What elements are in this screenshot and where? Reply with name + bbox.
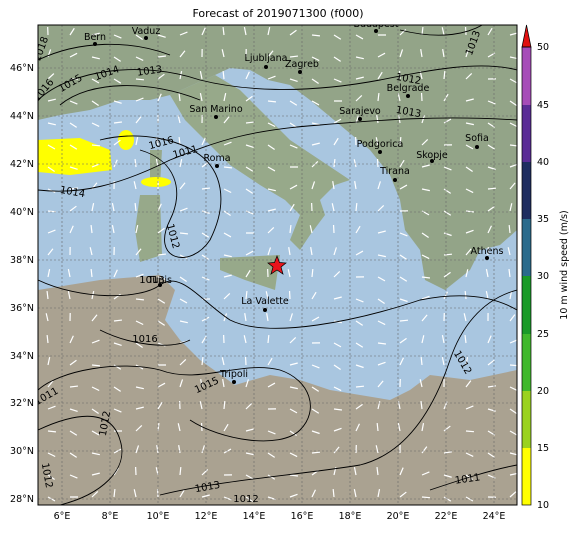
wind-barb: [509, 225, 510, 233]
city-label: Vaduz: [132, 26, 161, 37]
city-label: Bern: [84, 32, 106, 43]
city-dot: [263, 308, 267, 312]
colorbar-tick-label: 50: [537, 42, 549, 53]
lon-tick-label: 12°E: [195, 511, 218, 522]
city-dot: [358, 117, 362, 121]
lon-tick-label: 6°E: [54, 511, 71, 522]
lat-tick-label: 38°N: [10, 255, 34, 266]
wind-barb: [136, 79, 144, 80]
colorbar-tick-label: 40: [537, 157, 549, 168]
city-dot: [406, 94, 410, 98]
lon-tick-label: 20°E: [387, 511, 410, 522]
colorbar-label: 10 m wind speed (m/s): [559, 210, 570, 319]
colorbar-tick-label: 10: [537, 500, 549, 511]
wind-barb: [312, 269, 313, 277]
city-dot: [215, 164, 219, 168]
wind-barb: [180, 467, 181, 475]
colorbar-segment: [522, 448, 531, 505]
colorbar-segment: [522, 47, 531, 105]
colorbar-segment: [522, 219, 531, 276]
isobar-label: 1016: [132, 334, 157, 345]
lat-tick-label: 40°N: [10, 207, 34, 218]
wind-barb: [92, 145, 100, 146]
city-label: Roma: [203, 153, 230, 164]
city-dot: [264, 65, 268, 69]
city-label: La Valette: [241, 296, 289, 307]
lat-tick-label: 34°N: [10, 351, 34, 362]
colorbar-tick-label: 25: [537, 329, 549, 340]
lat-tick-label: 36°N: [10, 303, 34, 314]
wind-barb: [466, 431, 474, 432]
lat-tick-label: 42°N: [10, 159, 34, 170]
colorbar-tick-label: 45: [537, 100, 549, 111]
wind-barb: [356, 386, 364, 387]
city-dot: [298, 70, 302, 74]
city-label: Tripoli: [219, 369, 248, 380]
lon-tick-label: 18°E: [339, 511, 362, 522]
wind-barb: [356, 203, 357, 211]
city-label: Tirana: [379, 166, 410, 177]
city-label: Sofia: [465, 133, 489, 144]
isobar-label: 1012: [233, 494, 258, 505]
city-label: San Marino: [189, 104, 242, 115]
lat-ticks: 46°N 44°N 42°N 40°N 38°N 36°N 34°N 32°N …: [10, 63, 34, 505]
city-label: Ljubljana: [245, 53, 288, 64]
lat-tick-label: 30°N: [10, 446, 34, 457]
lat-tick-label: 32°N: [10, 398, 34, 409]
colorbar-segment: [522, 105, 531, 162]
city-dot: [232, 380, 236, 384]
city-label: Sarajevo: [339, 106, 381, 117]
wind-barb: [333, 489, 334, 497]
city-label: Podgorica: [357, 139, 404, 150]
city-dot: [393, 178, 397, 182]
wind-barb: [444, 71, 445, 79]
wind-area: [118, 130, 134, 150]
wind-barb: [488, 188, 496, 189]
lon-tick-label: 14°E: [243, 511, 266, 522]
wind-barb: [268, 335, 269, 343]
city-label: Skopje: [416, 150, 448, 161]
colorbar-extend: [522, 25, 531, 47]
city-dot: [378, 150, 382, 154]
wind-barb: [48, 211, 56, 212]
lon-tick-label: 24°E: [483, 511, 506, 522]
wind-barb: [224, 401, 225, 409]
city-label: Zagreb: [285, 59, 319, 70]
wind-barb: [377, 423, 378, 431]
city-dot: [214, 115, 218, 119]
wind-barb: [312, 452, 320, 453]
wind-barb: [465, 291, 466, 299]
lon-tick-label: 22°E: [435, 511, 458, 522]
wind-barb: [422, 497, 430, 498]
colorbar-tick-label: 35: [537, 214, 549, 225]
city-label: Athens: [471, 246, 504, 257]
city-label: Tunis: [147, 275, 172, 286]
city-label: Belgrade: [387, 83, 430, 94]
wind-area: [141, 177, 171, 187]
title: Forecast of 2019071300 (f000): [192, 7, 363, 20]
wind-barb: [444, 254, 452, 255]
colorbar-tick-label: 30: [537, 271, 549, 282]
colorbar-segment: [522, 162, 531, 219]
lon-ticks: 6°E 8°E 10°E 12°E 14°E 16°E 18°E 20°E 22…: [54, 511, 506, 522]
lon-tick-label: 8°E: [102, 511, 119, 522]
lon-tick-label: 16°E: [291, 511, 314, 522]
colorbar: 10 15 20 25 30 35 40 45 50 10 m wind spe…: [522, 25, 570, 511]
colorbar-segment: [522, 391, 531, 448]
colorbar-segment: [522, 334, 531, 391]
wind-barb: [400, 320, 408, 321]
colorbar-tick-label: 15: [537, 443, 549, 454]
colorbar-tick-label: 20: [537, 386, 549, 397]
lat-tick-label: 28°N: [10, 494, 34, 505]
lat-tick-label: 44°N: [10, 111, 34, 122]
lon-tick-label: 10°E: [147, 511, 170, 522]
map: 1018 1016 1015 1014 1013 1012 1013 1013 …: [32, 19, 518, 505]
lat-tick-label: 46°N: [10, 63, 34, 74]
colorbar-segment: [522, 276, 531, 334]
wind-barb: [421, 357, 422, 365]
city-dot: [475, 145, 479, 149]
